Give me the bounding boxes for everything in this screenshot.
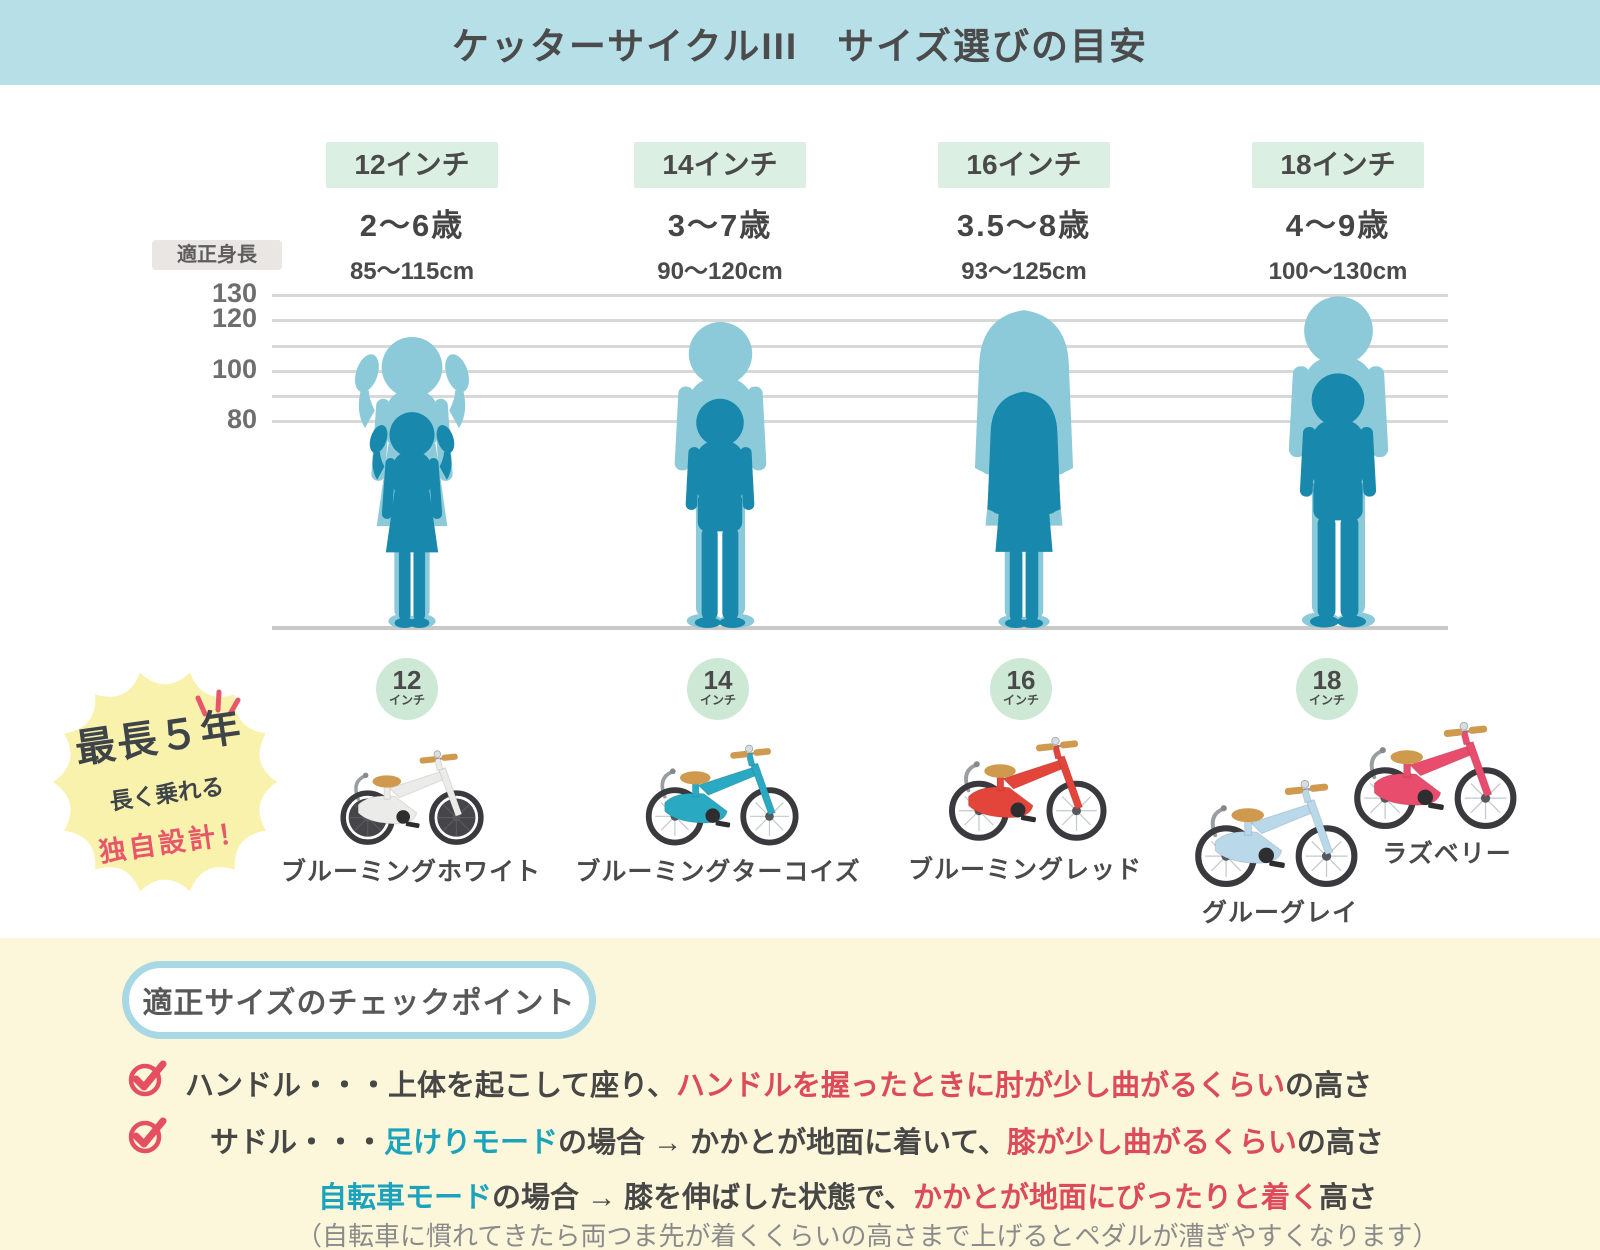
spark-icon	[195, 689, 241, 717]
checkpoint-saddle-bike-line: 自転車モードの場合 → 膝を伸ばした状態で、かかとが地面にぴったりと着く高さ	[318, 1174, 1377, 1216]
wheel-unit: インチ	[1308, 693, 1345, 707]
age-range-14: 3〜7歳	[667, 208, 773, 243]
bike-blooming-red	[949, 736, 1107, 841]
bike-name-blooming-red: ブルーミングレッド	[907, 856, 1142, 884]
tick-80: 80	[226, 404, 257, 434]
checkmark-icon	[128, 1117, 167, 1154]
promo-badge-text: 最長５年 長く乗れる 独自設計！	[29, 646, 300, 917]
saddle-emphasis-text: 膝が少し曲がるくらい	[1006, 1127, 1297, 1159]
wheel-number: 12	[392, 665, 422, 695]
wheel-unit: インチ	[388, 693, 425, 707]
height-range-14: 90〜120cm	[657, 258, 783, 285]
tick-120: 120	[211, 303, 257, 333]
handle-text-suffix: の高さ	[1285, 1070, 1373, 1102]
checkpoint-saddle-kick-line: サドル・・・足けりモードの場合 → かかとが地面に着いて、膝が少し曲がるくらいの…	[210, 1119, 1384, 1161]
wheel-number: 18	[1312, 665, 1342, 695]
gridline-80	[272, 420, 1448, 423]
size-badge-18: 18インチ	[1252, 142, 1424, 188]
promo-line-3: 独自設計！	[97, 816, 250, 868]
bike-mode-suffix-text: 高さ	[1319, 1182, 1378, 1214]
handle-text-emphasis: ハンドルを握ったときに肘が少し曲がるくらい	[675, 1070, 1285, 1102]
saddle-mid-text: の場合 → かかとが地面に着いて、	[558, 1127, 1007, 1159]
ground-line	[272, 626, 1448, 630]
wheel-circle-16: 16 インチ	[990, 658, 1052, 720]
height-scale-badge: 適正身長	[152, 240, 282, 270]
bike-mode-mid-text: の場合 → 膝を伸ばした状態で、	[492, 1182, 913, 1214]
gridline-120	[272, 319, 1448, 322]
tick-130: 130	[211, 278, 257, 308]
height-range-12: 85〜115cm	[349, 258, 475, 285]
gridline-90	[272, 395, 1448, 398]
wheel-circle-14: 14 インチ	[687, 658, 749, 720]
age-range-18: 4〜9歳	[1285, 208, 1391, 243]
column-header-16: 16インチ 3.5〜8歳 93〜125cm	[894, 142, 1154, 286]
gridline-110	[272, 345, 1448, 348]
age-range-12: 2〜6歳	[359, 208, 465, 243]
page-title: ケッターサイクルIII サイズ選びの目安	[451, 25, 1149, 67]
bike-name-blooming-white: ブルーミングホワイト	[280, 858, 541, 886]
wheel-unit: インチ	[1002, 693, 1039, 707]
column-header-18: 18インチ 4〜9歳 100〜130cm	[1208, 142, 1468, 286]
bike-blooming-white	[340, 750, 484, 845]
height-range-18: 100〜130cm	[1268, 258, 1408, 285]
silhouette-girl-front-12	[361, 410, 463, 628]
bike-blooming-turquoise	[645, 744, 799, 846]
wheel-number: 16	[1006, 665, 1036, 695]
saddle-suffix-text: の高さ	[1296, 1127, 1384, 1159]
wheel-unit: インチ	[699, 693, 736, 707]
size-badge-14: 14インチ	[634, 142, 806, 188]
bike-raspberry	[1354, 722, 1517, 830]
promo-line-2: 長く乗れる	[107, 772, 226, 815]
promo-badge	[53, 672, 277, 892]
silhouette-boy-front-14	[674, 398, 766, 628]
bike-name-raspberry: ラズベリー	[1382, 840, 1512, 868]
age-range-16: 3.5〜8歳	[956, 208, 1092, 243]
silhouette-boy-front-18	[1287, 372, 1389, 628]
column-header-14: 14インチ 3〜7歳 90〜120cm	[590, 142, 850, 286]
wheel-number: 14	[703, 665, 733, 695]
size-badge-16: 16インチ	[938, 142, 1110, 188]
size-badge-12: 12インチ	[326, 142, 498, 188]
checkmark-icon	[128, 1060, 167, 1097]
kick-mode-text: 足けりモード	[384, 1127, 559, 1159]
saddle-text: サドル・・・	[210, 1127, 385, 1159]
wheel-circle-12: 12 インチ	[376, 658, 438, 720]
bike-name-glue-gray: グルーグレイ	[1201, 899, 1358, 927]
handle-text: ハンドル・・・上体を起こして座り、	[185, 1070, 676, 1102]
silhouette-girl-front-16	[968, 390, 1080, 628]
gridline-130	[272, 294, 1448, 297]
wheel-circle-18: 18 インチ	[1296, 658, 1358, 720]
checkpoint-handle-line: ハンドル・・・上体を起こして座り、ハンドルを握ったときに肘が少し曲がるくらいの高…	[185, 1062, 1372, 1104]
gridline-100	[272, 370, 1448, 373]
header-bar: ケッターサイクルIII サイズ選びの目安	[0, 0, 1600, 85]
pedal-note-text: （自転車に慣れてきたら両つま先が着くくらいの高さまで上げるとペダルが漕ぎやすくな…	[296, 1221, 1439, 1250]
bike-name-blooming-turquoise: ブルーミングターコイズ	[575, 858, 861, 886]
bike-mode-emphasis-text: かかとが地面にぴったりと着く	[912, 1182, 1319, 1214]
checkpoint-heading: 適正サイズのチェックポイント	[122, 961, 596, 1039]
column-header-12: 12インチ 2〜6歳 85〜115cm	[282, 142, 542, 286]
tick-100: 100	[211, 354, 257, 384]
height-range-16: 93〜125cm	[961, 258, 1087, 285]
promo-line-1: 最長５年	[72, 704, 246, 772]
bike-glue-gray	[1195, 780, 1358, 888]
bike-mode-text: 自転車モード	[318, 1182, 493, 1214]
